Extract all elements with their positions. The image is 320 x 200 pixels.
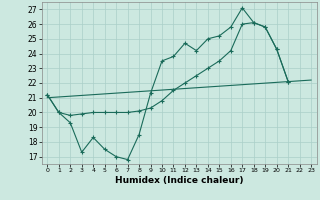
X-axis label: Humidex (Indice chaleur): Humidex (Indice chaleur)	[115, 176, 244, 185]
